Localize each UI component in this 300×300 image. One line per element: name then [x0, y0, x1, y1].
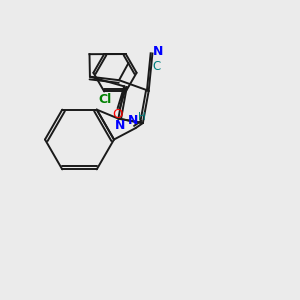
- Text: Cl: Cl: [98, 93, 112, 106]
- Text: C: C: [152, 60, 160, 74]
- Text: N: N: [128, 114, 138, 127]
- Text: H: H: [138, 112, 146, 122]
- Text: O: O: [112, 108, 122, 121]
- Text: N: N: [115, 119, 125, 132]
- Text: N: N: [153, 46, 163, 59]
